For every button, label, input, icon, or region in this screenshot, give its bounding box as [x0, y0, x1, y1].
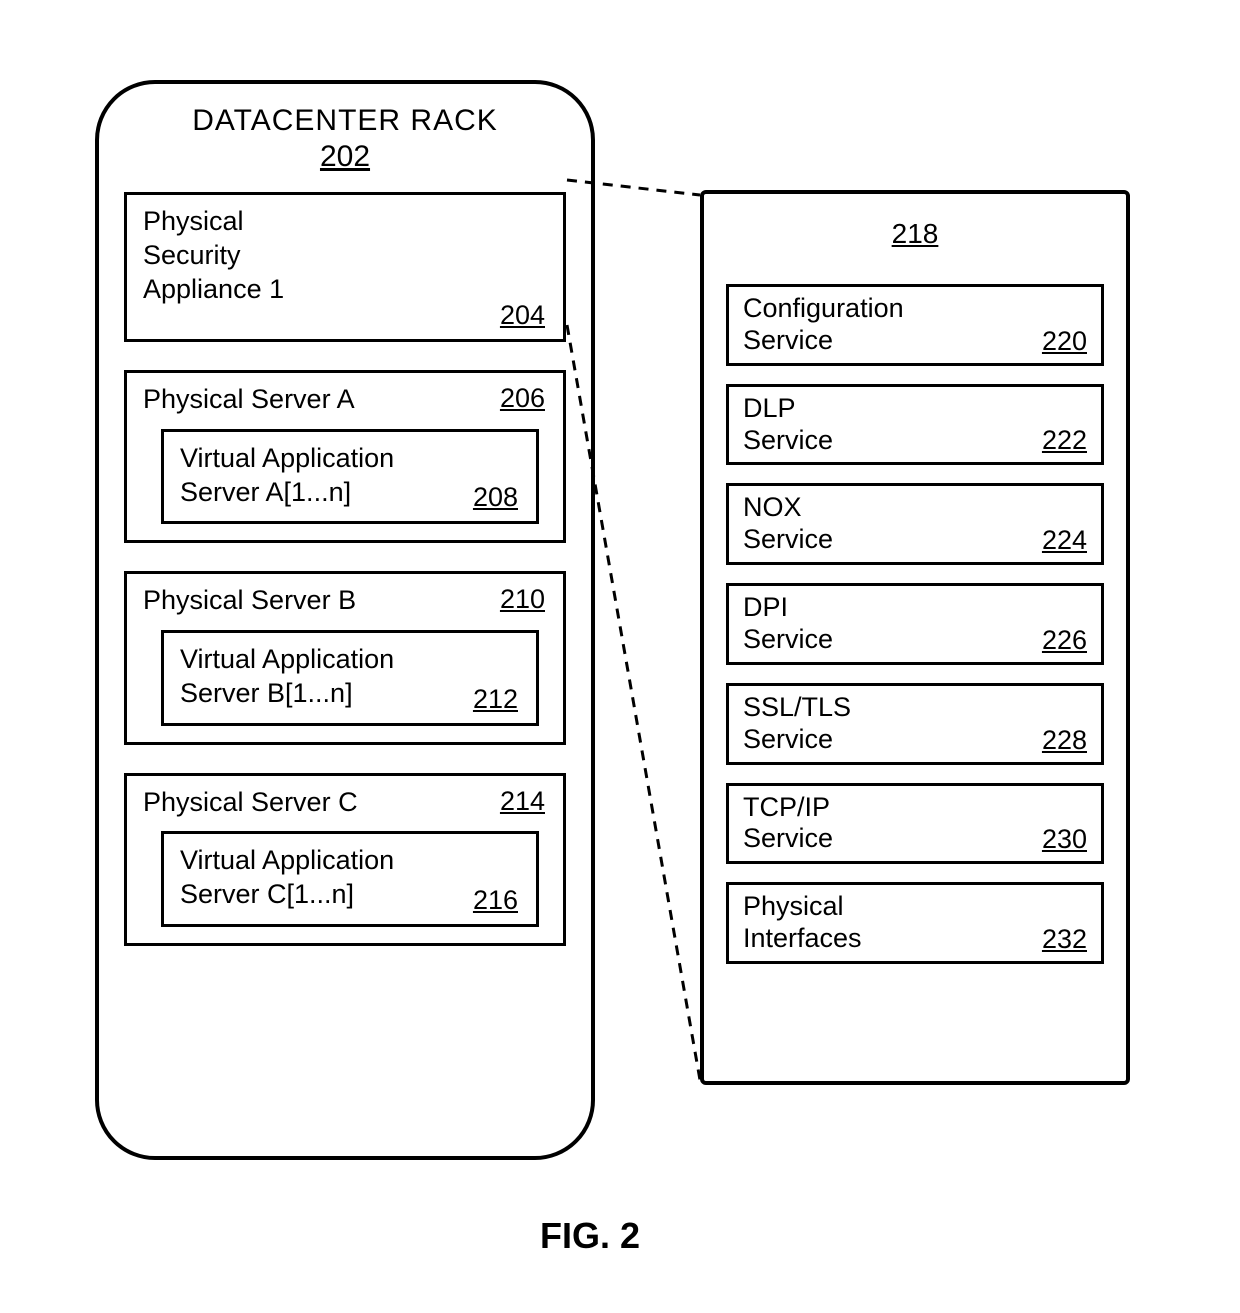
- detail-ref: 218: [726, 218, 1104, 250]
- server-box: Physical Server C214Virtual Application …: [124, 773, 566, 946]
- service-box: SSL/TLS Service228: [726, 683, 1104, 765]
- service-box: NOX Service224: [726, 483, 1104, 565]
- service-label: SSL/TLS Service: [743, 692, 1087, 756]
- rack-items: Physical Security Appliance 1204Physical…: [124, 192, 566, 946]
- box-label: Physical Security Appliance 1: [143, 205, 547, 306]
- service-list: Configuration Service220 DLP Service222 NO…: [726, 284, 1104, 964]
- service-label: TCP/IP Service: [743, 792, 1087, 856]
- service-label: DLP Service: [743, 393, 1087, 457]
- service-box: TCP/IP Service230: [726, 783, 1104, 865]
- box-label: Physical Server B: [143, 584, 547, 618]
- appliance-detail-panel: 218 Configuration Service220DLP Service2…: [700, 190, 1130, 1085]
- box-label: Physical Server C: [143, 786, 547, 820]
- service-label: Physical Interfaces: [743, 891, 1087, 955]
- inner-label: Virtual Application Server A[1...n]: [180, 442, 520, 510]
- service-ref: 222: [1042, 425, 1087, 456]
- rack-title: DATACENTER RACK: [124, 104, 566, 138]
- service-ref: 224: [1042, 525, 1087, 556]
- figure-caption: FIG. 2: [540, 1215, 640, 1257]
- service-ref: 230: [1042, 824, 1087, 855]
- service-ref: 228: [1042, 725, 1087, 756]
- service-box: Configuration Service220: [726, 284, 1104, 366]
- inner-label: Virtual Application Server C[1...n]: [180, 844, 520, 912]
- appliance-box: Physical Security Appliance 1204: [124, 192, 566, 342]
- server-box: Physical Server B210Virtual Application …: [124, 571, 566, 744]
- inner-ref: 208: [473, 482, 518, 513]
- inner-ref: 212: [473, 684, 518, 715]
- figure-canvas: DATACENTER RACK 202 Physical Security Ap…: [0, 0, 1240, 1313]
- service-ref: 232: [1042, 924, 1087, 955]
- service-label: NOX Service: [743, 492, 1087, 556]
- service-label: Configuration Service: [743, 293, 1087, 357]
- server-box: Physical Server A206Virtual Application …: [124, 370, 566, 543]
- virtual-server-box: Virtual Application Server A[1...n]208: [161, 429, 539, 525]
- inner-ref: 216: [473, 885, 518, 916]
- service-box: Physical Interfaces232: [726, 882, 1104, 964]
- service-label: DPI Service: [743, 592, 1087, 656]
- virtual-server-box: Virtual Application Server B[1...n]212: [161, 630, 539, 726]
- service-box: DLP Service222: [726, 384, 1104, 466]
- service-ref: 220: [1042, 326, 1087, 357]
- inner-label: Virtual Application Server B[1...n]: [180, 643, 520, 711]
- service-ref: 226: [1042, 625, 1087, 656]
- datacenter-rack: DATACENTER RACK 202 Physical Security Ap…: [95, 80, 595, 1160]
- box-label: Physical Server A: [143, 383, 547, 417]
- box-ref: 204: [500, 300, 545, 331]
- virtual-server-box: Virtual Application Server C[1...n]216: [161, 831, 539, 927]
- rack-ref: 202: [124, 140, 566, 174]
- service-box: DPI Service226: [726, 583, 1104, 665]
